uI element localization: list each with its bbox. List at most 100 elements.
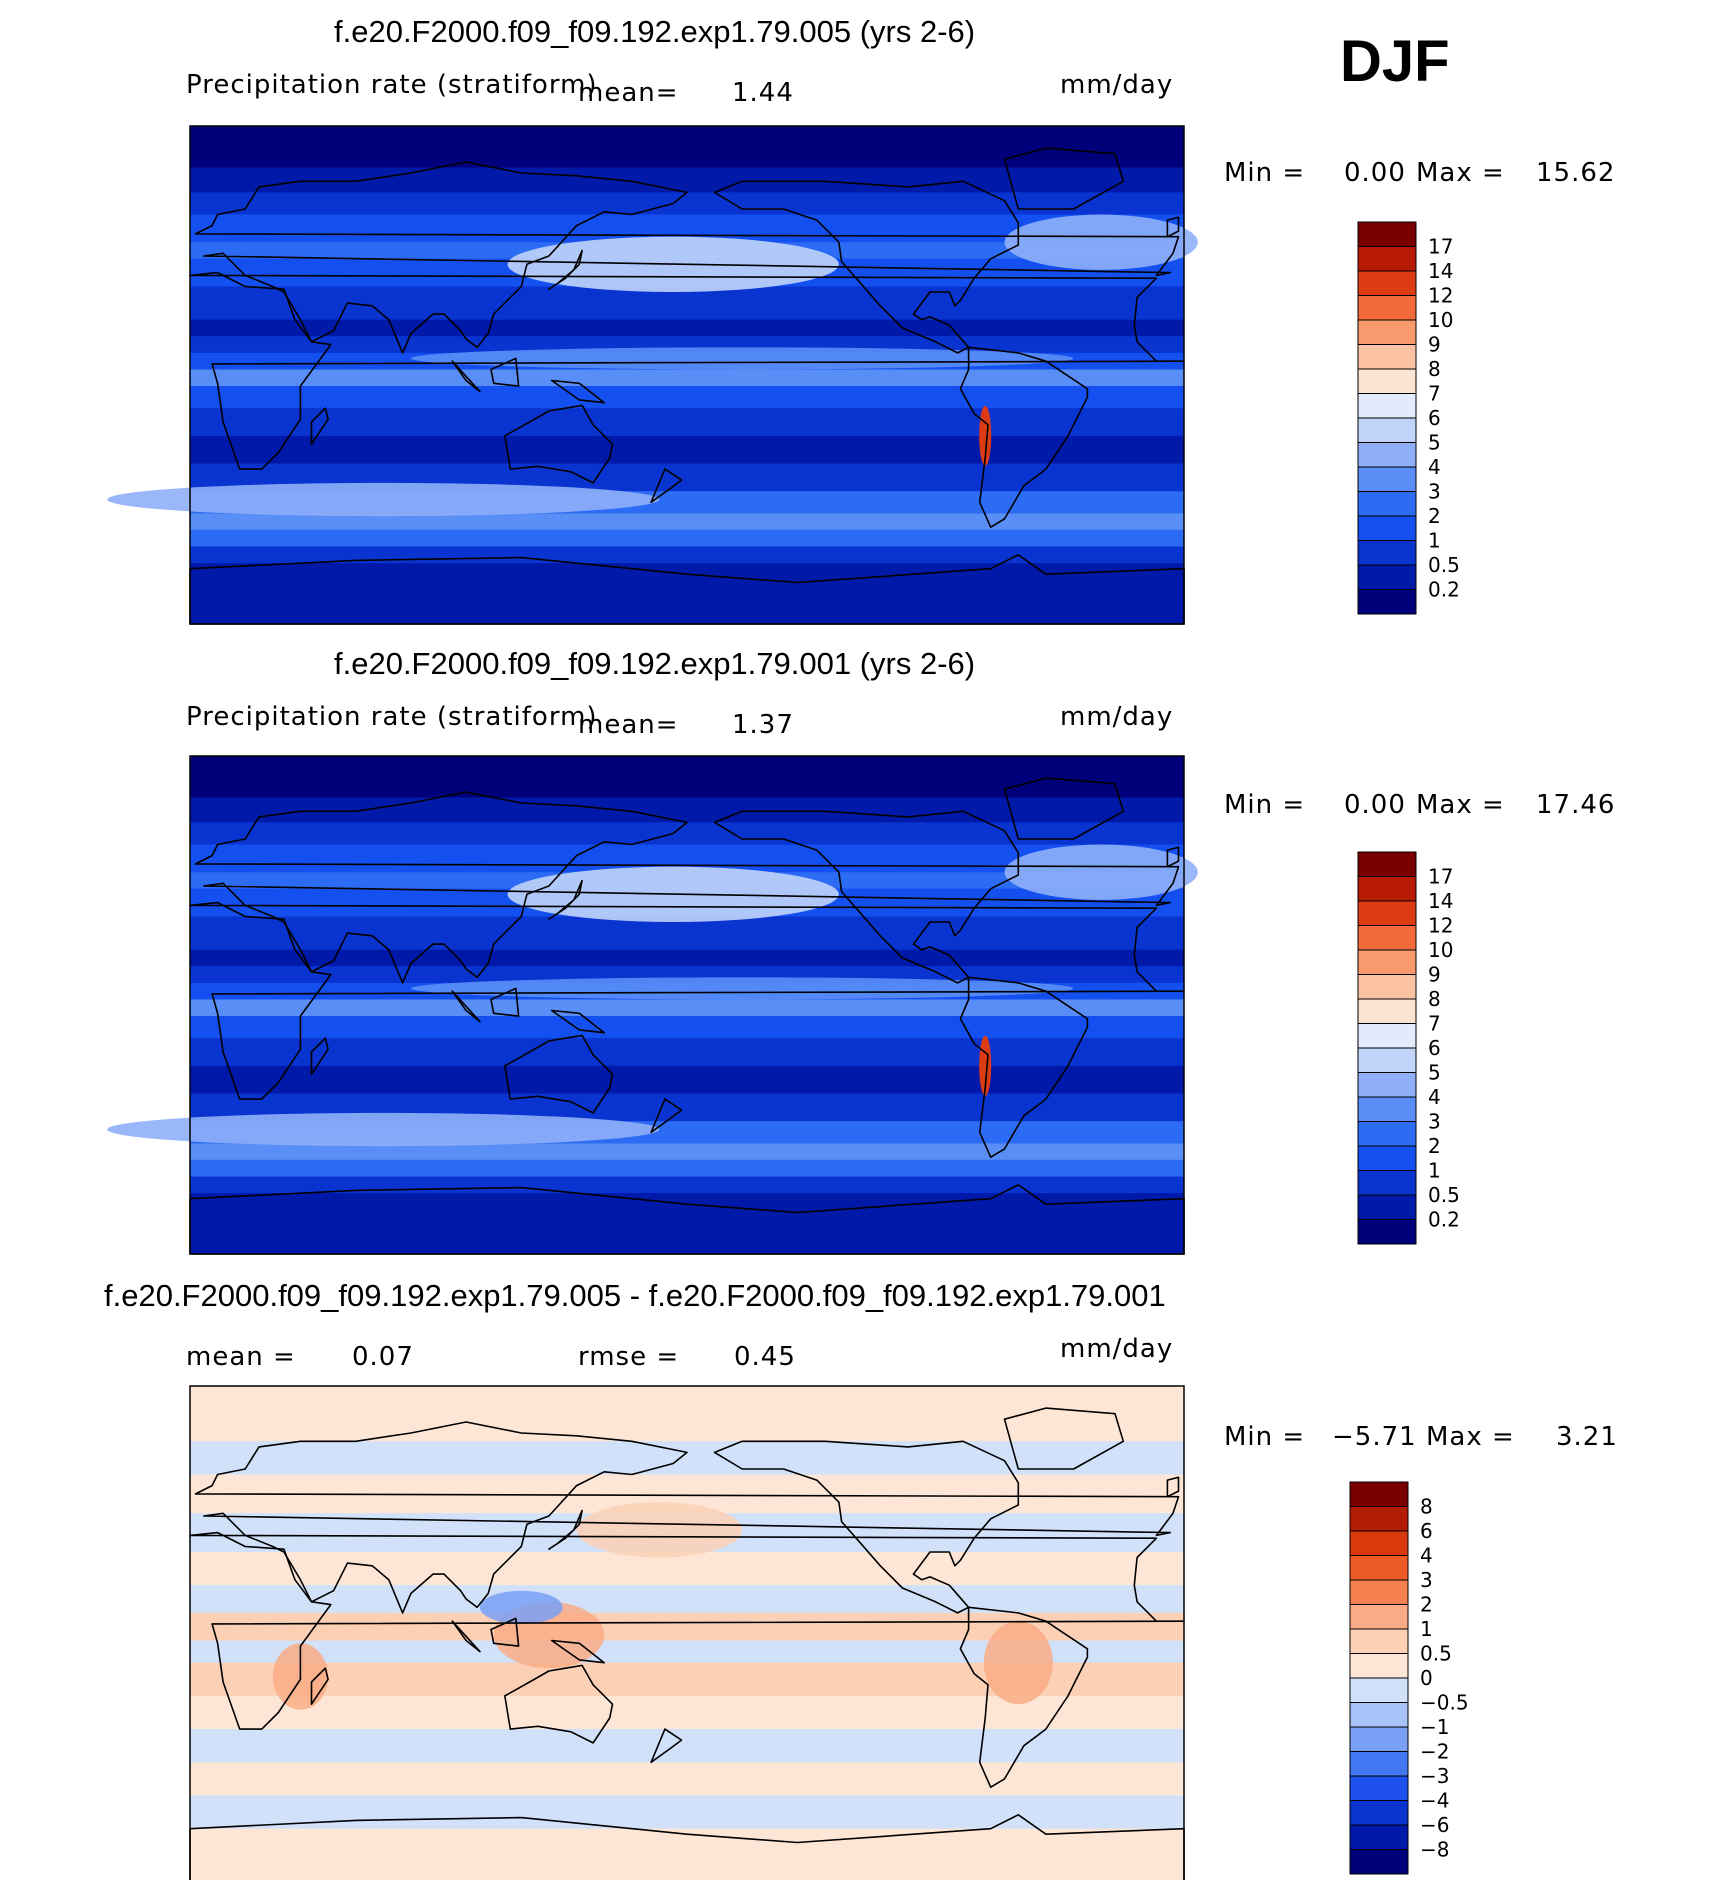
coastline	[194, 161, 1180, 354]
coastline	[451, 1620, 481, 1653]
colorbar-box	[1357, 246, 1417, 272]
season-label: DJF	[1340, 29, 1450, 94]
colorbar-box	[1357, 540, 1417, 566]
coastline	[504, 404, 614, 484]
precip-band	[190, 1065, 1184, 1094]
coastline	[959, 346, 1089, 528]
panel2-max-value: 17.46	[1536, 790, 1616, 820]
map-frame	[189, 125, 1185, 625]
coastline	[1003, 147, 1125, 210]
colorbar-box	[1349, 1579, 1409, 1605]
coastline	[650, 1728, 683, 1764]
colorbar-box	[1349, 1726, 1409, 1752]
colorbar-tick-label: 1	[1428, 1159, 1441, 1183]
precip-band	[190, 1193, 1184, 1254]
coastline	[451, 360, 481, 393]
colorbar-box	[1349, 1653, 1409, 1679]
panel3-mean-value: 0.07	[352, 1342, 414, 1372]
panel2-min-label: Min =	[1224, 790, 1306, 820]
panel2-title: f.e20.F2000.f09_f09.192.exp1.79.001 (yrs…	[334, 646, 976, 681]
colorbar-tick-label: 6	[1420, 1519, 1433, 1543]
map-panel-3	[189, 1385, 1185, 1880]
colorbar-tick-label: 0	[1420, 1666, 1433, 1690]
colorbar-box	[1357, 515, 1417, 541]
colorbar-box	[1349, 1604, 1409, 1630]
colorbar-box	[1357, 1219, 1417, 1245]
coastline	[189, 271, 1185, 470]
colorbar-box	[1357, 221, 1417, 247]
colorbar-box	[1349, 1530, 1409, 1556]
colorbar-tick-label: 3	[1428, 1110, 1441, 1134]
colorbar-box	[1357, 270, 1417, 296]
colorbar-box	[1357, 1170, 1417, 1196]
colorbar-tick-label: 0.5	[1428, 1183, 1460, 1207]
precip-band	[190, 435, 1184, 464]
colorbar-tick-label: 12	[1428, 284, 1453, 308]
colorbar-tick-label: −1	[1420, 1715, 1449, 1739]
colorbar-tick-label: 6	[1428, 1036, 1441, 1060]
colorbar-tick-label: −6	[1420, 1813, 1449, 1837]
precip-band	[190, 966, 1184, 983]
colorbar-box	[1349, 1481, 1409, 1507]
coastline	[1166, 1476, 1180, 1498]
colorbar-tick-label: −3	[1420, 1764, 1449, 1788]
coastline	[310, 407, 329, 445]
panel1-title: f.e20.F2000.f09_f09.192.exp1.79.005 (yrs…	[334, 14, 976, 49]
panel1-min-value: 0.00	[1344, 158, 1406, 188]
precip-band	[190, 1386, 1184, 1442]
precip-band	[190, 1016, 1184, 1039]
coastline	[650, 468, 683, 504]
colorbar-box	[1349, 1555, 1409, 1581]
colorbar-box	[1357, 974, 1417, 1000]
colorbar-box	[1357, 1047, 1417, 1073]
coastline	[550, 1639, 605, 1664]
colorbar-tick-label: 8	[1420, 1495, 1433, 1519]
precip-band	[190, 949, 1184, 967]
colorbar-tick-label: 4	[1428, 1085, 1441, 1109]
precip-band	[190, 1729, 1184, 1763]
colorbar-box	[1357, 876, 1417, 902]
coastline	[1003, 777, 1125, 840]
map-frame	[189, 1385, 1185, 1880]
colorbar-tick-label: 1	[1420, 1617, 1433, 1641]
precip-feature	[107, 482, 660, 517]
colorbar-box	[1349, 1628, 1409, 1654]
colorbar-box	[1357, 925, 1417, 951]
precip-band	[190, 1795, 1184, 1829]
panel3-max-value: 3.21	[1556, 1422, 1618, 1452]
colorbar-tick-label: 8	[1428, 357, 1441, 381]
precip-band	[190, 916, 1184, 950]
panel3-min-label: Min =	[1224, 1422, 1306, 1452]
colorbar-tick-label: 1	[1428, 529, 1441, 553]
colorbar-box	[1357, 1121, 1417, 1147]
colorbar-box	[1357, 1023, 1417, 1049]
precip-band	[190, 797, 1184, 823]
colorbar-tick-label: 4	[1428, 455, 1441, 479]
colorbar-box	[1357, 564, 1417, 590]
map-frame	[189, 755, 1185, 1255]
precip-band	[190, 369, 1184, 387]
coastline	[650, 1098, 683, 1134]
precip-band	[190, 1159, 1184, 1177]
map-panel-2	[107, 755, 1198, 1255]
colorbar-tick-label: 9	[1428, 963, 1441, 987]
diff-feature	[576, 1502, 743, 1558]
coastline	[959, 976, 1089, 1158]
colorbar-tick-label: 17	[1428, 865, 1453, 889]
colorbar-tick-label: 0.5	[1428, 553, 1460, 577]
colorbar-tick-label: −8	[1420, 1838, 1449, 1862]
coastline	[504, 1664, 614, 1744]
precip-feature	[1004, 844, 1198, 900]
colorbar-tick-label: 10	[1428, 308, 1453, 332]
colorbar-box	[1357, 1194, 1417, 1220]
colorbar-box	[1357, 900, 1417, 926]
colorbar-box	[1357, 393, 1417, 419]
coastline	[959, 1606, 1089, 1788]
colorbar-box	[1349, 1751, 1409, 1777]
panel1-max-value: 15.62	[1536, 158, 1616, 188]
coastline	[504, 1034, 614, 1114]
colorbar-tick-label: 5	[1428, 431, 1441, 455]
